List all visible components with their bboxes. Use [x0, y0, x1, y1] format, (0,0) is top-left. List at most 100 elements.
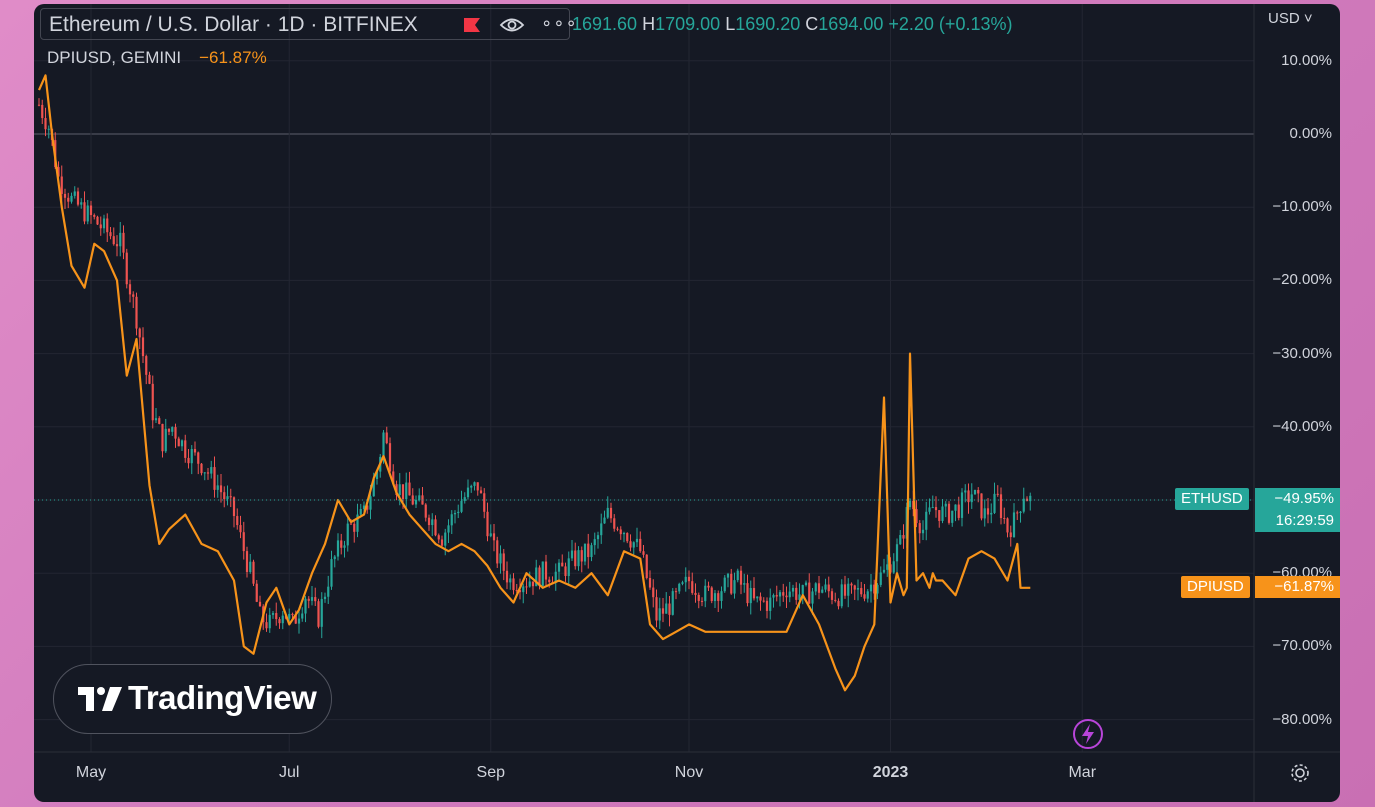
eth-candle-body: [213, 467, 216, 490]
eth-candle-body: [444, 532, 447, 546]
symbol-title[interactable]: Ethereum / U.S. Dollar · 1D · BITFINEX: [49, 13, 418, 36]
eth-candle-body: [821, 589, 824, 593]
flag-icon[interactable]: [463, 17, 481, 33]
eth-candle-body: [635, 538, 639, 543]
eth-candle-body: [899, 535, 902, 545]
eth-candle-body: [297, 618, 301, 624]
eth-candle-body: [382, 432, 385, 457]
eth-candle-body: [528, 581, 531, 587]
eth-candle-body: [541, 561, 544, 586]
eth-candle-body: [921, 529, 925, 534]
eth-candle-body: [158, 418, 161, 424]
eth-candle-body: [834, 599, 837, 601]
chart-canvas[interactable]: [34, 4, 1340, 802]
eth-candle-body: [161, 423, 164, 452]
eth-candle-body: [752, 588, 756, 599]
eth-candle-body: [193, 449, 197, 453]
eth-candle-body: [678, 583, 681, 592]
eth-candle-body: [288, 613, 291, 619]
eth-candle-body: [255, 583, 258, 602]
eth-candle-body: [317, 601, 320, 627]
eth-candle-body: [817, 583, 821, 593]
eth-candle-body: [596, 535, 600, 540]
compare-legend[interactable]: DPIUSD, GEMINI −61.87%: [47, 48, 267, 68]
eth-candle-body: [977, 489, 980, 494]
eth-candle-body: [447, 525, 450, 533]
eth-candle-body: [356, 514, 359, 532]
eth-candle-body: [652, 587, 655, 598]
eth-candle-body: [323, 596, 327, 600]
bar-countdown-tag: 16:29:59: [1255, 510, 1340, 532]
eth-candle-body: [804, 582, 808, 586]
eth-candle-body: [710, 587, 713, 602]
eth-candle-body: [629, 541, 632, 548]
eth-candle-body: [239, 525, 242, 533]
eth-candle-body: [827, 584, 830, 592]
eth-candle-body: [1016, 512, 1019, 514]
eth-candle-body: [811, 591, 814, 604]
eth-candle-body: [801, 585, 804, 595]
eth-candle-body: [138, 328, 141, 338]
eth-candle-body: [128, 284, 132, 295]
eth-candle-body: [362, 505, 366, 510]
eth-candle-body: [535, 567, 538, 587]
more-icon[interactable]: ∘∘∘: [541, 13, 578, 33]
eth-candle-body: [990, 512, 993, 515]
eth-candle-body: [986, 508, 990, 515]
eth-candle-body: [743, 583, 746, 585]
ohlc-readout: 1691.60 H1709.00 L1690.20 C1694.00 +2.20…: [572, 14, 1012, 35]
eth-candle-body: [245, 551, 249, 572]
bolt-icon[interactable]: [1072, 718, 1104, 750]
eth-candle-body: [141, 337, 145, 357]
eth-candle-body: [440, 539, 444, 546]
eye-icon[interactable]: [499, 15, 525, 35]
eth-candle-body: [369, 496, 372, 510]
eth-candle-body: [700, 600, 704, 602]
eth-candle-body: [509, 578, 512, 583]
chart-window[interactable]: Ethereum / U.S. Dollar · 1D · BITFINEX ∘…: [34, 4, 1340, 802]
eth-candle-body: [473, 482, 476, 486]
symbol-header[interactable]: Ethereum / U.S. Dollar · 1D · BITFINEX ∘…: [40, 8, 577, 40]
eth-candle-body: [470, 485, 473, 488]
eth-candle-body: [925, 511, 928, 530]
eth-candle-body: [388, 443, 392, 472]
low-value: 1690.20: [735, 14, 801, 34]
eth-candle-body: [567, 558, 570, 577]
eth-candle-body: [980, 493, 983, 519]
eth-candle-body: [661, 608, 665, 614]
currency-dropdown[interactable]: USD ˅: [1268, 10, 1313, 27]
eth-symbol-tag: ETHUSD: [1175, 488, 1249, 510]
eth-candle-body: [609, 507, 613, 519]
eth-candle-body: [934, 507, 938, 511]
eth-candle-body: [460, 500, 463, 512]
eth-candle-body: [769, 597, 772, 611]
eth-candle-body: [684, 576, 687, 583]
eth-candle-body: [408, 482, 411, 496]
eth-candle-body: [200, 463, 203, 474]
eth-candle-body: [928, 507, 931, 512]
eth-candle-body: [122, 232, 125, 253]
eth-candle-body: [642, 551, 645, 555]
eth-candle-body: [63, 193, 67, 198]
eth-candle-body: [489, 533, 492, 537]
eth-candle-body: [145, 356, 148, 375]
tradingview-logo[interactable]: TradingView: [53, 664, 332, 734]
eth-candle-body: [808, 582, 811, 604]
eth-candle-body: [798, 594, 801, 600]
eth-candle-body: [548, 579, 551, 583]
eth-candle-body: [424, 504, 427, 518]
eth-candle-body: [132, 294, 135, 297]
eth-candle-body: [788, 591, 791, 598]
settings-icon[interactable]: [1289, 762, 1311, 784]
eth-candle-body: [1012, 512, 1016, 538]
eth-candle-body: [856, 588, 860, 590]
eth-candle-body: [96, 216, 99, 225]
close-label: C: [805, 14, 819, 34]
eth-candle-body: [860, 588, 863, 595]
eth-candle-body: [151, 383, 154, 421]
compare-symbol[interactable]: DPIUSD, GEMINI: [47, 48, 182, 67]
eth-candle-body: [626, 533, 629, 542]
eth-candle-body: [674, 591, 678, 593]
eth-candle-body: [115, 244, 119, 247]
eth-candle-body: [879, 572, 882, 585]
